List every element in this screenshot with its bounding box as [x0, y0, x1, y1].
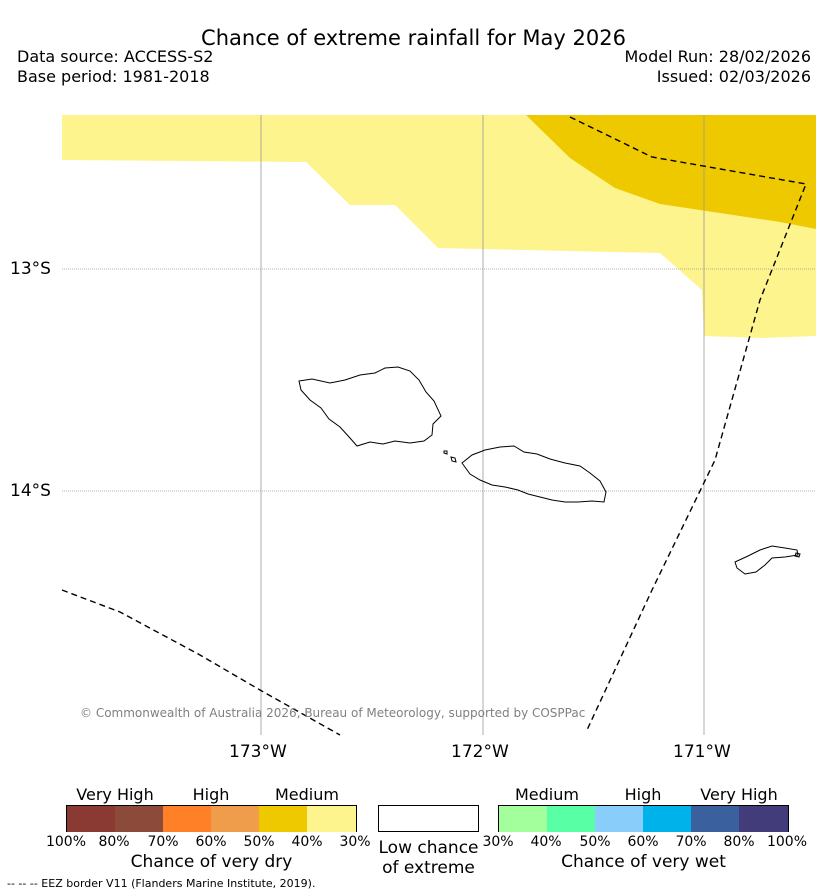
eez-footnote: -- -- -- EEZ border V11 (Flanders Marine…	[7, 877, 316, 890]
eez-border	[61, 116, 807, 736]
wet-swatch-30-40	[499, 806, 548, 832]
metadata-right: Model Run: 28/02/2026 Issued: 02/03/2026	[625, 47, 812, 87]
wet-swatch-70-80	[691, 806, 740, 832]
lat-label-13s: 13°S	[10, 259, 51, 279]
issued-date: Issued: 02/03/2026	[656, 67, 811, 86]
dry-swatch-50-60	[211, 806, 260, 832]
dry-tick: 100%	[45, 834, 87, 850]
dry-tick: 70%	[147, 834, 179, 850]
dry-tick: 80%	[98, 834, 130, 850]
map-panel	[61, 115, 816, 736]
tutuila-island	[734, 545, 799, 575]
dry-colorbar	[66, 805, 357, 832]
wet-swatch-40-50	[547, 806, 596, 832]
neutral-colorbar	[378, 805, 479, 832]
dry-group-high: High	[192, 785, 230, 804]
dry-group-medium: Medium	[275, 785, 339, 804]
neutral-colorbar-title: Low chance of extreme	[370, 838, 487, 878]
dry-tick: 40%	[291, 834, 323, 850]
metadata-left: Data source: ACCESS-S2 Base period: 1981…	[17, 47, 213, 87]
wet-tick: 50%	[579, 834, 611, 850]
wet-tick: 60%	[627, 834, 659, 850]
dry-swatch-80-100	[67, 806, 116, 832]
dry-swatch-60-70	[163, 806, 212, 832]
upolu-island	[461, 445, 607, 503]
dry-tick: 60%	[195, 834, 227, 850]
islands	[298, 366, 801, 575]
wet-tick: 100%	[766, 834, 808, 850]
wet-colorbar-title: Chance of very wet	[561, 852, 726, 872]
eez-border-north-east	[569, 116, 807, 731]
dry-group-very-high: Very High	[76, 785, 154, 804]
wet-colorbar	[498, 805, 789, 832]
wet-swatch-60-70	[643, 806, 692, 832]
map-title: Chance of extreme rainfall for May 2026	[201, 26, 626, 50]
savaii-island	[298, 366, 442, 447]
neutral-title-line1: Low chance	[378, 838, 479, 858]
wet-tick: 30%	[482, 834, 514, 850]
copyright-notice: © Commonwealth of Australia 2026, Bureau…	[80, 706, 586, 720]
aunuu-island	[794, 552, 801, 558]
region-dry-40-50	[526, 115, 816, 229]
wet-group-very-high: Very High	[700, 785, 778, 804]
wet-tick: 80%	[723, 834, 755, 850]
wet-swatch-50-60	[595, 806, 644, 832]
wet-group-high: High	[624, 785, 662, 804]
dry-tick: 50%	[243, 834, 275, 850]
dry-colorbar-title: Chance of very dry	[130, 852, 293, 872]
data-source: Data source: ACCESS-S2	[17, 47, 214, 66]
wet-group-medium: Medium	[515, 785, 579, 804]
model-run: Model Run: 28/02/2026	[624, 47, 812, 66]
manono-island	[450, 456, 457, 463]
graticule	[62, 115, 816, 735]
wet-tick: 70%	[675, 834, 707, 850]
lon-label-172w: 172°W	[451, 742, 509, 762]
base-period: Base period: 1981-2018	[17, 67, 210, 86]
lat-label-14s: 14°S	[10, 481, 51, 501]
lon-label-171w: 171°W	[673, 742, 731, 762]
neutral-title-line2: of extreme	[382, 858, 475, 878]
eez-border-south-west	[61, 589, 341, 736]
dry-swatch-40-50	[259, 806, 308, 832]
apolima-island	[443, 450, 448, 455]
dry-swatch-30-40	[307, 806, 356, 832]
dry-tick: 30%	[339, 834, 371, 850]
wet-swatch-80-100	[739, 806, 788, 832]
wet-tick: 40%	[530, 834, 562, 850]
dry-swatch-70-80	[115, 806, 164, 832]
lon-label-173w: 173°W	[229, 742, 287, 762]
